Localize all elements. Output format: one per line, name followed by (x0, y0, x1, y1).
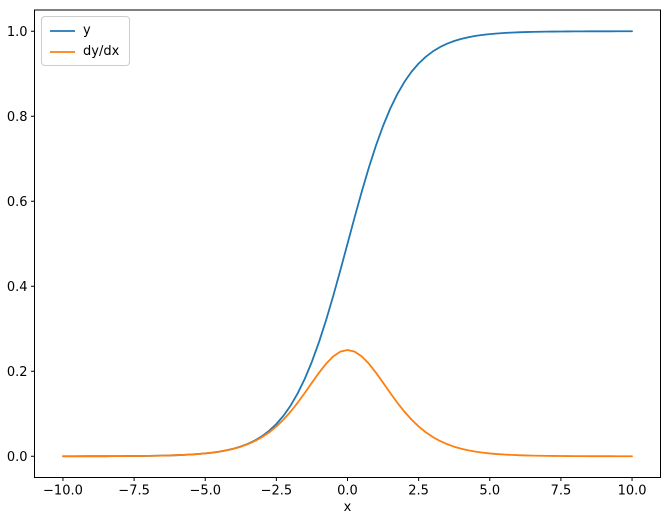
legend-item-dydx: dy/dx (49, 43, 119, 60)
x-tick-label: −5.0 (189, 483, 221, 498)
y-tick-label: 0.2 (7, 365, 28, 380)
legend: y dy/dx (41, 16, 131, 66)
legend-item-y: y (49, 22, 119, 39)
x-tick-label: −10.0 (43, 483, 83, 498)
x-tick-label: −2.5 (261, 483, 293, 498)
legend-label-y: y (83, 23, 91, 38)
series-line-y (62, 30, 633, 458)
x-tick-label: 5.0 (479, 483, 500, 498)
y-tick-label: 1.0 (7, 25, 28, 40)
x-tick-label: −7.5 (118, 483, 150, 498)
x-tick-label: 7.5 (551, 483, 572, 498)
legend-line-dydx-icon (50, 50, 75, 53)
y-tick-label: 0.4 (7, 280, 28, 295)
y-tick-label: 0.0 (7, 450, 28, 465)
x-tick-label: 0.0 (337, 483, 358, 498)
legend-line-y-icon (50, 29, 75, 32)
x-tick-label: 10.0 (618, 483, 647, 498)
series-line-dy-dx (62, 349, 633, 458)
x-tick-label: 2.5 (408, 483, 429, 498)
legend-label-dydx: dy/dx (83, 44, 120, 59)
y-tick-label: 0.6 (7, 195, 28, 210)
y-tick-label: 0.8 (7, 110, 28, 125)
x-axis-label: x (343, 500, 352, 515)
